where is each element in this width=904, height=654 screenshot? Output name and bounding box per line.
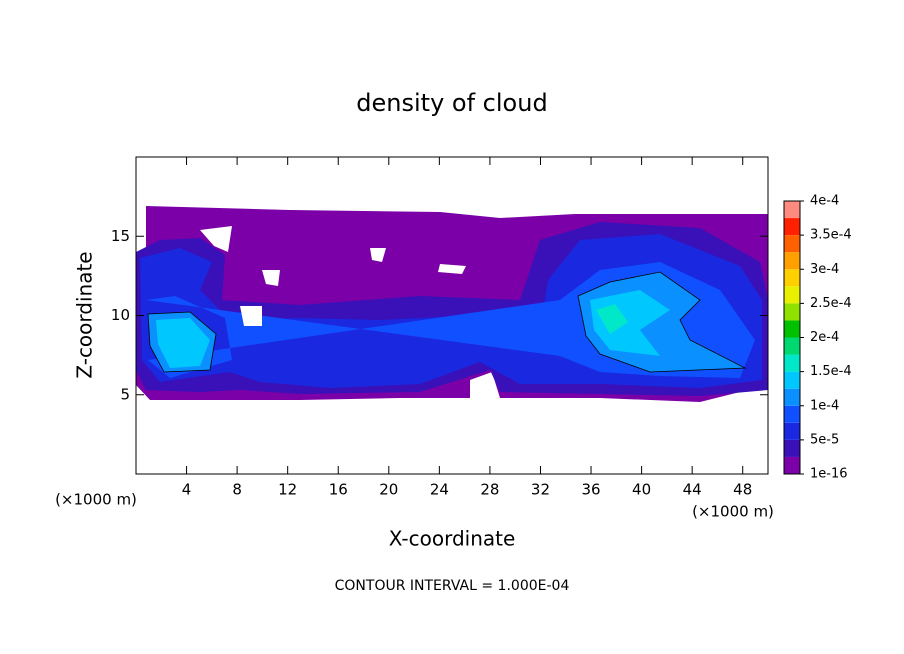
- y-axis-label: Z-coordinate: [73, 251, 97, 378]
- x-tick-label: 40: [632, 481, 651, 499]
- colorbar-label: 3e-4: [810, 262, 839, 277]
- x-tick-label: 8: [232, 481, 242, 499]
- colorbar-label: 5e-5: [810, 432, 839, 447]
- colorbar-band: [784, 354, 800, 372]
- x-tick-label: 28: [480, 481, 499, 499]
- colorbar-band: [784, 201, 800, 219]
- colorbar-label: 1e-4: [810, 398, 839, 413]
- field-region: [596, 304, 628, 334]
- x-axis-label: X-coordinate: [389, 527, 516, 551]
- colorbar-band: [784, 371, 800, 389]
- colorbar-label: 4e-4: [810, 194, 839, 209]
- x-tick-label: 20: [379, 481, 398, 499]
- x-tick-label: 48: [733, 481, 752, 499]
- colorbar-band: [784, 303, 800, 321]
- colorbar-band: [784, 388, 800, 406]
- colorbar-band: [784, 269, 800, 287]
- y-unit: (×1000 m): [55, 491, 137, 509]
- colorbar-band: [784, 405, 800, 423]
- chart-title: density of cloud: [356, 89, 547, 117]
- x-tick-label: 4: [182, 481, 192, 499]
- colorbar-label: 2e-4: [810, 330, 839, 345]
- x-tick-label: 16: [329, 481, 348, 499]
- field-hole: [240, 306, 262, 326]
- contour-note: CONTOUR INTERVAL = 1.000E-04: [335, 578, 570, 594]
- field-hole: [438, 264, 466, 274]
- field-hole: [370, 248, 386, 262]
- colorbar-band: [784, 320, 800, 338]
- colorbar-band: [784, 439, 800, 457]
- colorbar-band: [784, 286, 800, 304]
- colorbar-band: [784, 235, 800, 253]
- colorbar-band: [784, 218, 800, 236]
- x-tick-label: 36: [581, 481, 600, 499]
- colorbar-label: 3.5e-4: [810, 228, 852, 243]
- colorbar-band: [784, 252, 800, 270]
- colorbar-band: [784, 422, 800, 440]
- field-hole: [200, 226, 232, 252]
- field-hole: [262, 270, 280, 286]
- x-tick-label: 24: [430, 481, 449, 499]
- field-region: [156, 318, 210, 368]
- colorbar-band: [784, 337, 800, 355]
- colorbar-label: 2.5e-4: [810, 296, 852, 311]
- y-tick-label: 15: [111, 227, 130, 245]
- x-tick-label: 12: [278, 481, 297, 499]
- y-tick-label: 10: [111, 306, 130, 324]
- x-unit: (×1000 m): [692, 503, 774, 521]
- x-tick-label: 44: [683, 481, 702, 499]
- y-tick-label: 5: [120, 385, 130, 403]
- colorbar-band: [784, 456, 800, 474]
- colorbar-label: 1e-16: [810, 467, 848, 482]
- x-tick-label: 32: [531, 481, 550, 499]
- colorbar-label: 1.5e-4: [810, 364, 852, 379]
